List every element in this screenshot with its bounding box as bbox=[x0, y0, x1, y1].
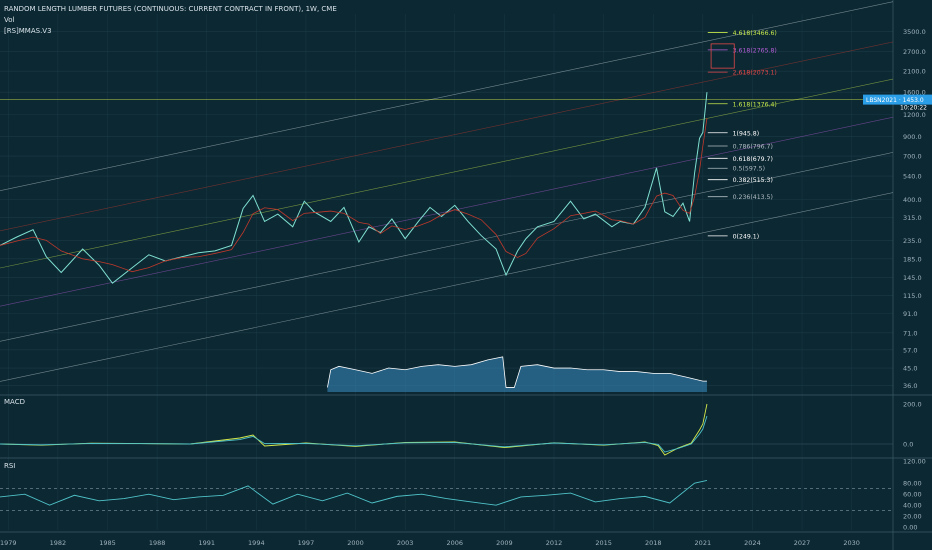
price-axis-tick-label: 2700.0 bbox=[903, 48, 926, 56]
price-axis-tick-label: 315.0 bbox=[903, 214, 922, 222]
rsi-line bbox=[0, 479, 708, 506]
time-axis-tick-label: 2006 bbox=[446, 539, 463, 547]
time-axis-tick-label: 1997 bbox=[298, 539, 315, 547]
time-axis-tick-label: 2018 bbox=[645, 539, 662, 547]
price-axis-tick-label: 2100.0 bbox=[903, 68, 926, 76]
time-axis-tick-label: 1979 bbox=[0, 539, 17, 547]
time-axis-tick-label: 2003 bbox=[397, 539, 414, 547]
target-box bbox=[710, 43, 735, 69]
rsi-axis-tick-label: 20.00 bbox=[903, 513, 922, 521]
price-axis-tick-label: 3500.0 bbox=[903, 28, 926, 36]
time-axis-tick-label: 2012 bbox=[546, 539, 563, 547]
channel-line bbox=[0, 41, 894, 232]
fib-level-label: 2.618(2073.1) bbox=[733, 70, 777, 77]
fib-level-label: 1(945.8) bbox=[733, 130, 759, 137]
macd-signal-line bbox=[0, 415, 708, 453]
rsi-panel-label: RSI bbox=[4, 462, 16, 470]
fib-level-label: 4.618(3466.6) bbox=[733, 30, 777, 37]
price-axis-tick-label: 235.0 bbox=[903, 237, 922, 245]
time-axis-tick-label: 2024 bbox=[744, 539, 761, 547]
price-axis-tick-label: 185.0 bbox=[903, 255, 922, 263]
time-axis-tick-label: 1994 bbox=[248, 539, 265, 547]
fib-level-label: 0(249.1) bbox=[733, 233, 759, 240]
price-axis-tick-label: 36.0 bbox=[903, 382, 917, 390]
time-axis-tick-label: 2030 bbox=[843, 539, 860, 547]
rsi-axis-tick-label: 120.00 bbox=[903, 458, 926, 466]
price-axis-tick-label: 57.0 bbox=[903, 346, 917, 354]
rsi-axis-tick-label: 40.00 bbox=[903, 502, 922, 510]
price-badge-label: LBSN2021 · 1453.0 bbox=[866, 97, 924, 104]
volume-legend: Vol bbox=[4, 16, 15, 24]
fib-level-label: 0.618(679.7) bbox=[733, 156, 773, 163]
volume-area bbox=[327, 356, 707, 392]
price-line bbox=[0, 92, 708, 284]
fib-level-label: 1.618(1376.4) bbox=[733, 101, 777, 108]
macd-panel-label: MACD bbox=[4, 398, 25, 406]
rsi-axis-tick-label: 60.00 bbox=[903, 491, 922, 499]
price-axis-tick-label: 115.0 bbox=[903, 292, 922, 300]
fib-level-label: 0.382(515.3) bbox=[733, 177, 773, 184]
fib-level-label: 3.618(2765.8) bbox=[733, 47, 777, 54]
time-axis-tick-label: 1982 bbox=[50, 539, 67, 547]
time-axis-tick-label: 1985 bbox=[99, 539, 116, 547]
channel-line bbox=[0, 152, 894, 342]
rsi-axis-tick-label: 0.00 bbox=[903, 524, 917, 532]
indicator-legend: [RS]MMAS.V3 bbox=[4, 27, 52, 35]
time-axis-tick-label: 2009 bbox=[496, 539, 513, 547]
chart-title: RANDOM LENGTH LUMBER FUTURES (CONTINUOUS… bbox=[4, 5, 337, 13]
price-axis-tick-label: 900.0 bbox=[903, 133, 922, 141]
time-axis-tick-label: 2015 bbox=[595, 539, 612, 547]
price-axis-tick-label: 45.0 bbox=[903, 365, 917, 373]
price-axis-tick-label: 1600.0 bbox=[903, 89, 926, 97]
macd-line bbox=[0, 403, 708, 456]
fib-level-label: 0.5(597.5) bbox=[733, 166, 765, 173]
time-axis-tick-label: 2000 bbox=[347, 539, 364, 547]
price-axis-tick-label: 1200.0 bbox=[903, 111, 926, 119]
price-moving-average bbox=[0, 118, 708, 273]
price-badge bbox=[863, 94, 932, 105]
price-axis-tick-label: 540.0 bbox=[903, 173, 922, 181]
channel-line bbox=[0, 1, 894, 191]
channel-line bbox=[0, 192, 894, 382]
channel-line bbox=[0, 78, 894, 269]
time-axis-tick-label: 1988 bbox=[149, 539, 166, 547]
time-axis-tick-label: 1991 bbox=[198, 539, 215, 547]
price-axis-tick-label: 91.0 bbox=[903, 310, 917, 318]
price-axis-tick-label: 145.0 bbox=[903, 274, 922, 282]
time-axis-tick-label: 2027 bbox=[794, 539, 811, 547]
price-axis-tick-label: 71.0 bbox=[903, 329, 917, 337]
volume-moving-average bbox=[327, 356, 707, 388]
fib-level-label: 0.236(413.5) bbox=[733, 194, 773, 201]
price-badge-countdown: 10:20:22 bbox=[900, 105, 927, 112]
price-axis-tick-label: 700.0 bbox=[903, 153, 922, 161]
macd-axis-tick-label: 0.0 bbox=[903, 441, 913, 449]
price-axis-tick-label: 400.0 bbox=[903, 196, 922, 204]
time-axis-tick-label: 2021 bbox=[695, 539, 712, 547]
macd-axis-tick-label: 200.0 bbox=[903, 401, 922, 409]
fib-level-label: 0.786(796.7) bbox=[733, 144, 773, 151]
rsi-axis-tick-label: 80.00 bbox=[903, 480, 922, 488]
